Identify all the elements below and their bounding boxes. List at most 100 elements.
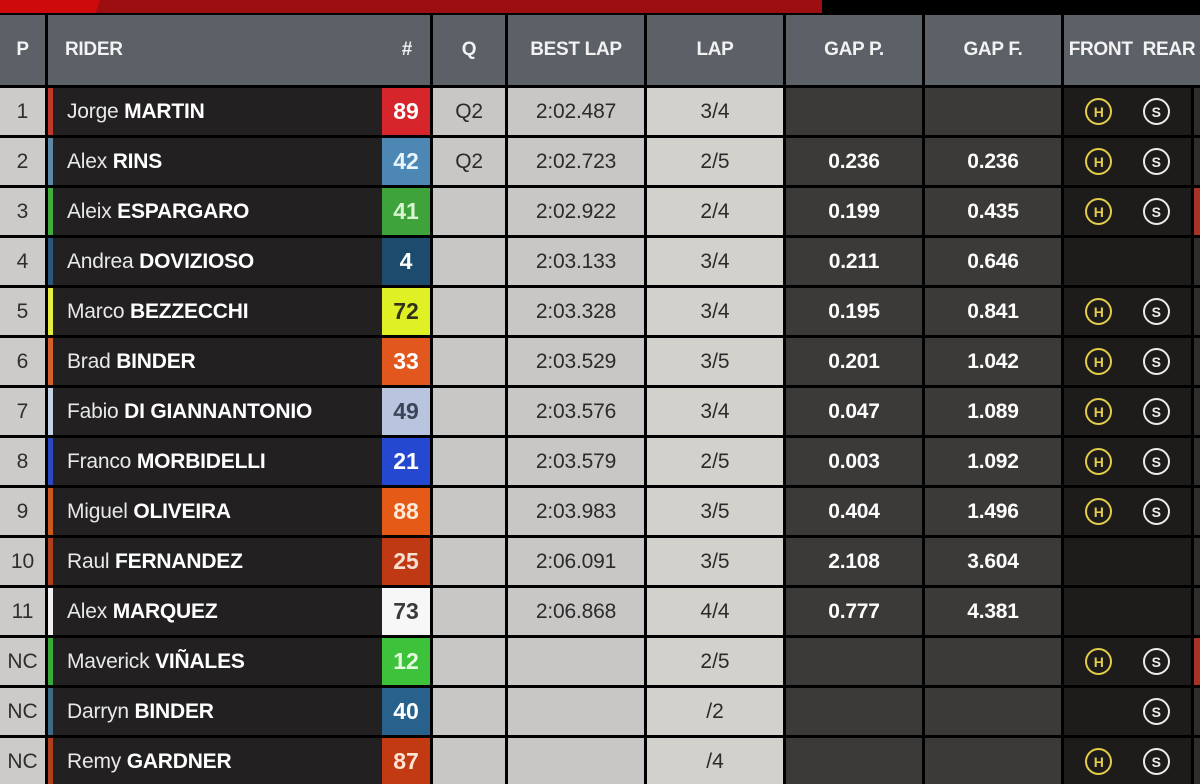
edge-marker bbox=[1194, 88, 1200, 135]
team-color-stripe bbox=[48, 338, 53, 385]
rider-cell: Alex MARQUEZ 73 bbox=[48, 588, 430, 635]
tyres-cell: S bbox=[1064, 688, 1191, 735]
rider-name: Aleix ESPARGARO bbox=[53, 200, 382, 224]
best-lap-cell bbox=[508, 688, 644, 735]
rider-number-badge: 73 bbox=[382, 588, 430, 635]
accent-bar-dark-segment bbox=[0, 0, 822, 13]
rider-cell: Marco BEZZECCHI 72 bbox=[48, 288, 430, 335]
gap-first-cell: 0.841 bbox=[925, 288, 1061, 335]
rider-first-name: Aleix bbox=[67, 199, 112, 223]
front-tyre-slot bbox=[1070, 598, 1128, 625]
rider-name: Jorge MARTIN bbox=[53, 100, 382, 124]
rider-number-badge: 88 bbox=[382, 488, 430, 535]
rider-first-name: Franco bbox=[67, 449, 132, 473]
table-row[interactable]: NC Darryn BINDER 40 /2 S bbox=[0, 688, 1200, 735]
q-session-cell: Q2 bbox=[433, 138, 505, 185]
header-number-label: # bbox=[401, 39, 413, 60]
rear-tyre-slot bbox=[1128, 248, 1186, 275]
header-tyres: FRONT REAR bbox=[1064, 15, 1200, 85]
q-session-cell bbox=[433, 338, 505, 385]
table-row[interactable]: 3 Aleix ESPARGARO 41 2:02.922 2/4 0.199 … bbox=[0, 188, 1200, 235]
rider-first-name: Alex bbox=[67, 599, 108, 623]
best-lap-cell: 2:03.328 bbox=[508, 288, 644, 335]
table-row[interactable]: 5 Marco BEZZECCHI 72 2:03.328 3/4 0.195 … bbox=[0, 288, 1200, 335]
table-row[interactable]: 2 Alex RINS 42 Q2 2:02.723 2/5 0.236 0.2… bbox=[0, 138, 1200, 185]
position-cell: NC bbox=[0, 688, 45, 735]
front-tyre-slot: H bbox=[1070, 148, 1128, 175]
rider-number-badge: 12 bbox=[382, 638, 430, 685]
q-session-cell bbox=[433, 238, 505, 285]
tyres-cell: H S bbox=[1064, 88, 1191, 135]
table-row[interactable]: 1 Jorge MARTIN 89 Q2 2:02.487 3/4 H S bbox=[0, 88, 1200, 135]
table-row[interactable]: NC Maverick VIÑALES 12 2/5 H S bbox=[0, 638, 1200, 685]
results-table: P RIDER # Q BEST LAP LAP GAP P. GAP F. F… bbox=[0, 13, 1200, 784]
rider-name: Alex MARQUEZ bbox=[53, 600, 382, 624]
best-lap-cell: 2:03.579 bbox=[508, 438, 644, 485]
position-cell: 7 bbox=[0, 388, 45, 435]
rider-cell: Aleix ESPARGARO 41 bbox=[48, 188, 430, 235]
table-row[interactable]: 9 Miguel OLIVEIRA 88 2:03.983 3/5 0.404 … bbox=[0, 488, 1200, 535]
rider-cell: Fabio DI GIANNANTONIO 49 bbox=[48, 388, 430, 435]
rear-tyre-icon: S bbox=[1142, 648, 1170, 675]
team-color-stripe bbox=[48, 88, 53, 135]
best-lap-cell: 2:02.723 bbox=[508, 138, 644, 185]
rear-tyre-icon: S bbox=[1142, 198, 1170, 225]
best-lap-cell: 2:02.922 bbox=[508, 188, 644, 235]
front-tyre-slot bbox=[1070, 248, 1128, 275]
lap-count-cell: 3/4 bbox=[647, 388, 783, 435]
rider-first-name: Remy bbox=[67, 749, 122, 773]
team-color-stripe bbox=[48, 588, 53, 635]
front-tyre-slot: H bbox=[1070, 498, 1128, 525]
team-color-stripe bbox=[48, 388, 53, 435]
table-row[interactable]: 10 Raul FERNANDEZ 25 2:06.091 3/5 2.108 … bbox=[0, 538, 1200, 585]
rider-name: Fabio DI GIANNANTONIO bbox=[53, 400, 382, 424]
table-row[interactable]: NC Remy GARDNER 87 /4 H S bbox=[0, 738, 1200, 784]
table-row[interactable]: 6 Brad BINDER 33 2:03.529 3/5 0.201 1.04… bbox=[0, 338, 1200, 385]
front-tyre-icon: H bbox=[1085, 498, 1113, 525]
rider-last-name: MORBIDELLI bbox=[136, 449, 266, 473]
front-tyre-slot: H bbox=[1070, 198, 1128, 225]
q-session-cell bbox=[433, 688, 505, 735]
tyres-cell: H S bbox=[1064, 338, 1191, 385]
rear-tyre-slot: S bbox=[1128, 148, 1186, 175]
best-lap-cell: 2:03.133 bbox=[508, 238, 644, 285]
gap-first-cell: 0.646 bbox=[925, 238, 1061, 285]
best-lap-cell bbox=[508, 738, 644, 784]
gap-first-cell bbox=[925, 688, 1061, 735]
rear-tyre-slot: S bbox=[1128, 498, 1186, 525]
rider-first-name: Raul bbox=[67, 549, 110, 573]
edge-marker bbox=[1194, 138, 1200, 185]
rider-number-badge: 21 bbox=[382, 438, 430, 485]
rear-tyre-slot: S bbox=[1128, 448, 1186, 475]
front-tyre-icon: H bbox=[1085, 348, 1113, 375]
gap-prev-cell: 0.201 bbox=[786, 338, 922, 385]
rider-number-badge: 41 bbox=[382, 188, 430, 235]
q-session-cell bbox=[433, 638, 505, 685]
rider-last-name: RINS bbox=[112, 149, 163, 173]
gap-prev-cell: 0.195 bbox=[786, 288, 922, 335]
rear-tyre-slot: S bbox=[1128, 698, 1186, 725]
table-row[interactable]: 7 Fabio DI GIANNANTONIO 49 2:03.576 3/4 … bbox=[0, 388, 1200, 435]
rider-last-name: GARDNER bbox=[126, 749, 232, 773]
gap-first-cell: 1.092 bbox=[925, 438, 1061, 485]
header-position: P bbox=[0, 15, 45, 85]
rear-tyre-slot bbox=[1128, 548, 1186, 575]
position-cell: 6 bbox=[0, 338, 45, 385]
rear-tyre-slot: S bbox=[1128, 398, 1186, 425]
lap-count-cell: /4 bbox=[647, 738, 783, 784]
rider-last-name: BEZZECCHI bbox=[130, 299, 249, 323]
rider-last-name: DI GIANNANTONIO bbox=[124, 399, 313, 423]
gap-first-cell: 3.604 bbox=[925, 538, 1061, 585]
rider-last-name: MARTIN bbox=[124, 99, 205, 123]
front-tyre-slot: H bbox=[1070, 648, 1128, 675]
gap-first-cell: 0.236 bbox=[925, 138, 1061, 185]
table-row[interactable]: 8 Franco MORBIDELLI 21 2:03.579 2/5 0.00… bbox=[0, 438, 1200, 485]
table-row[interactable]: 4 Andrea DOVIZIOSO 4 2:03.133 3/4 0.211 … bbox=[0, 238, 1200, 285]
header-rider: RIDER # bbox=[48, 15, 430, 85]
rider-name: Raul FERNANDEZ bbox=[53, 550, 382, 574]
table-row[interactable]: 11 Alex MARQUEZ 73 2:06.868 4/4 0.777 4.… bbox=[0, 588, 1200, 635]
header-gap-prev: GAP P. bbox=[786, 15, 922, 85]
rear-tyre-slot: S bbox=[1128, 98, 1186, 125]
rider-first-name: Darryn bbox=[67, 699, 129, 723]
edge-marker bbox=[1194, 588, 1200, 635]
